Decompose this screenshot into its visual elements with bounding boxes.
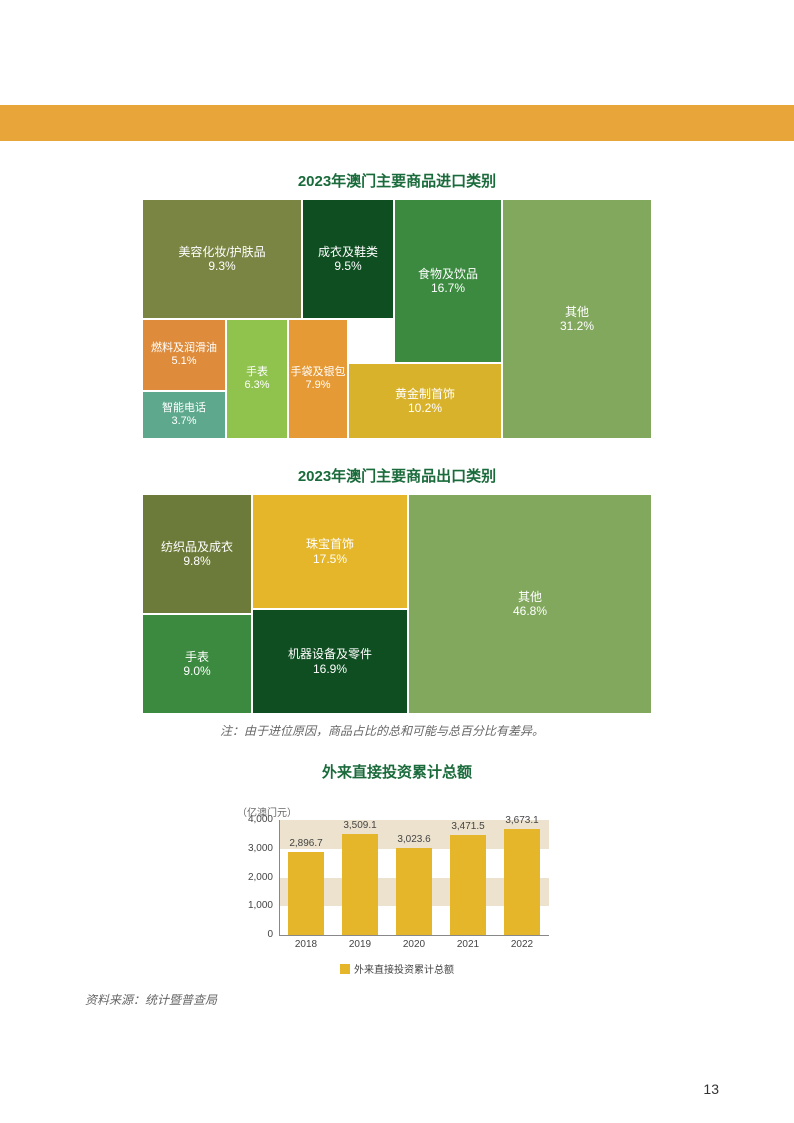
source-note: 资料来源：统计暨普查局: [85, 991, 217, 1008]
legend-swatch: [340, 964, 350, 974]
legend-label: 外来直接投资累计总额: [354, 961, 454, 976]
top-orange-bar: [0, 105, 794, 141]
treemap-cell: 美容化妆/护肤品9.3%: [142, 199, 302, 319]
fdi-bar: [450, 835, 486, 935]
treemap-cell: 其他31.2%: [502, 199, 652, 439]
barchart-legend: 外来直接投资累计总额: [85, 961, 709, 976]
page-number: 13: [703, 1081, 719, 1097]
fdi-bar: [288, 852, 324, 935]
treemap-cell: 手表9.0%: [142, 614, 252, 714]
treemap-cell: 手袋及银包7.9%: [288, 319, 348, 439]
fdi-bar: [342, 834, 378, 935]
barchart-title: 外来直接投资累计总额: [85, 761, 709, 782]
treemap-exports: 纺织品及成衣9.8%手表9.0%珠宝首饰17.5%机器设备及零件16.9%其他4…: [142, 494, 652, 714]
treemap-cell: 珠宝首饰17.5%: [252, 494, 408, 609]
treemap-cell: 其他46.8%: [408, 494, 652, 714]
treemap-cell: 成衣及鞋类9.5%: [302, 199, 394, 319]
fdi-bar: [396, 848, 432, 935]
treemap2-title: 2023年澳门主要商品出口类别: [85, 465, 709, 486]
treemap1-title: 2023年澳门主要商品进口类别: [85, 170, 709, 191]
treemap-cell: 食物及饮品16.7%: [394, 199, 502, 363]
treemap-cell: 黄金制首饰10.2%: [348, 363, 502, 439]
treemap-cell: 燃料及润滑油5.1%: [142, 319, 226, 391]
treemap-cell: 纺织品及成衣9.8%: [142, 494, 252, 614]
treemap-cell: 手表6.3%: [226, 319, 288, 439]
treemap-cell: 智能电话3.7%: [142, 391, 226, 439]
treemap-imports: 美容化妆/护肤品9.3%成衣及鞋类9.5%燃料及润滑油5.1%智能电话3.7%手…: [142, 199, 652, 439]
fdi-bar-chart: 01,0002,0003,0004,000（亿澳门元）2,896.720183,…: [237, 804, 557, 955]
fdi-bar: [504, 829, 540, 935]
treemap-cell: 机器设备及零件16.9%: [252, 609, 408, 714]
rounding-note: 注：由于进位原因，商品占比的总和可能与总百分比有差异。: [220, 722, 709, 739]
